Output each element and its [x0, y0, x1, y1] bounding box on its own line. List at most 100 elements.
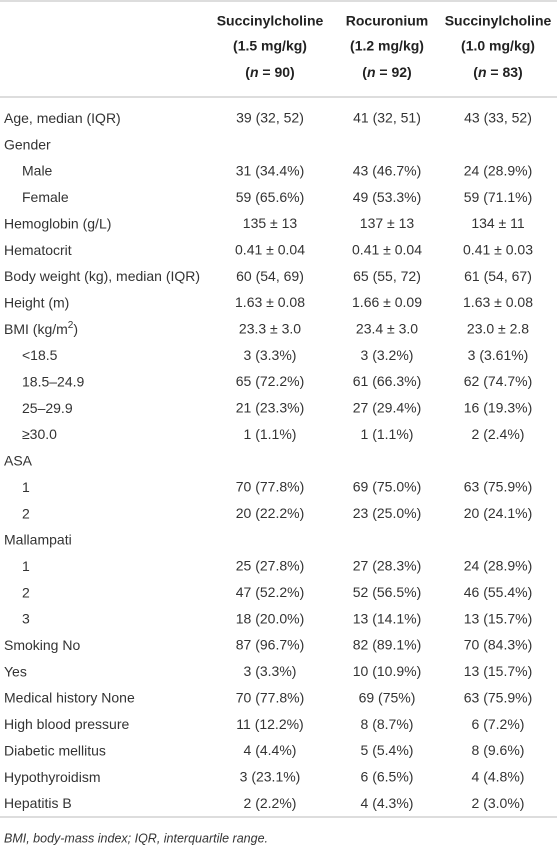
cell: 134 ± 11 [471, 215, 525, 231]
cell: 3 (23.1%) [240, 768, 301, 784]
row-label: ≥30.0 [22, 426, 57, 442]
label-text: 2 [22, 584, 30, 600]
column-name: Succinylcholine [217, 13, 324, 29]
cell: 3 (3.3%) [244, 347, 297, 363]
cell: 59 (65.6%) [236, 189, 304, 205]
label-text: ≥30.0 [22, 426, 57, 442]
label-text: 18.5–24.9 [22, 373, 84, 389]
row-label: Mallampati [4, 531, 72, 547]
cell: 18 (20.0%) [236, 610, 304, 626]
cell: 27 (28.3%) [353, 558, 421, 574]
cell: 61 (66.3%) [353, 373, 421, 389]
cell: 82 (89.1%) [353, 637, 421, 653]
cell: 62 (74.7%) [464, 373, 532, 389]
row-label: Diabetic mellitus [4, 742, 106, 758]
row-label: 1 [22, 558, 30, 574]
label-text: 1 [22, 558, 30, 574]
label-text: Hypothyroidism [4, 768, 100, 784]
column-count: (n = 90) [245, 64, 294, 80]
cell: 0.41 ± 0.04 [352, 241, 422, 257]
column-count: (n = 92) [362, 64, 411, 80]
cell: 43 (46.7%) [353, 162, 421, 178]
cell: 4 (4.3%) [361, 795, 414, 811]
label-text: ASA [4, 452, 33, 468]
row-label: Hemoglobin (g/L) [4, 215, 111, 231]
cell: 69 (75%) [359, 689, 416, 705]
row-label: Hepatitis B [4, 795, 72, 811]
label-text: Medical history None [4, 689, 135, 705]
cell: 16 (19.3%) [464, 400, 532, 416]
cell: 4 (4.8%) [472, 768, 525, 784]
label-text: <18.5 [22, 347, 58, 363]
column-name: Rocuronium [346, 13, 428, 29]
row-label: Yes [4, 663, 27, 679]
cell: 0.41 ± 0.03 [463, 241, 533, 257]
row-label: 2 [22, 584, 30, 600]
label-text: 25–29.9 [22, 400, 73, 416]
cell: 6 (6.5%) [361, 768, 414, 784]
cell: 23.4 ± 3.0 [356, 321, 418, 337]
label-text: Height (m) [4, 294, 69, 310]
cell: 2 (2.4%) [472, 426, 525, 442]
cell: 1 (1.1%) [361, 426, 414, 442]
cell: 70 (84.3%) [464, 637, 532, 653]
label-text: 3 [22, 610, 30, 626]
row-label: High blood pressure [4, 716, 130, 732]
count-part: n [250, 64, 259, 80]
label-text: Smoking No [4, 637, 80, 653]
label-text: Yes [4, 663, 27, 679]
row-label: Body weight (kg), median (IQR) [4, 268, 200, 284]
cell: 69 (75.0%) [353, 479, 421, 495]
cell: 46 (55.4%) [464, 584, 532, 600]
row-label: Medical history None [4, 689, 135, 705]
cell: 39 (32, 52) [236, 110, 304, 126]
label-text: Hepatitis B [4, 795, 72, 811]
cell: 63 (75.9%) [464, 479, 532, 495]
cell: 24 (28.9%) [464, 162, 532, 178]
cell: 13 (15.7%) [464, 610, 532, 626]
column-count: (n = 83) [473, 64, 522, 80]
cell: 20 (24.1%) [464, 505, 532, 521]
cell: 61 (54, 67) [464, 268, 532, 284]
cell: 43 (33, 52) [464, 110, 532, 126]
cell: 3 (3.3%) [244, 663, 297, 679]
column-name: Succinylcholine [445, 13, 552, 29]
cell: 87 (96.7%) [236, 637, 304, 653]
row-label: 1 [22, 479, 30, 495]
cell: 63 (75.9%) [464, 689, 532, 705]
count-part: ( [473, 64, 478, 80]
count-part: n [367, 64, 376, 80]
cell: 70 (77.8%) [236, 479, 304, 495]
cell: 6 (7.2%) [472, 716, 525, 732]
cell: 21 (23.3%) [236, 400, 304, 416]
cell: 0.41 ± 0.04 [235, 241, 305, 257]
row-label: Gender [4, 136, 51, 152]
label-text: ) [73, 321, 78, 337]
row-label: 18.5–24.9 [22, 373, 84, 389]
cell: 1.63 ± 0.08 [235, 294, 305, 310]
row-label: Male [22, 162, 53, 178]
row-label: Female [22, 189, 69, 205]
row-label: ASA [4, 452, 33, 468]
row-label: <18.5 [22, 347, 58, 363]
label-text: Mallampati [4, 531, 72, 547]
cell: 60 (54, 69) [236, 268, 304, 284]
label-text: BMI (kg/m [4, 321, 68, 337]
cell: 3 (3.2%) [361, 347, 414, 363]
cell: 13 (14.1%) [353, 610, 421, 626]
label-text: Female [22, 189, 69, 205]
cell: 27 (29.4%) [353, 400, 421, 416]
row-label: 25–29.9 [22, 400, 73, 416]
cell: 2 (3.0%) [472, 795, 525, 811]
cell: 65 (72.2%) [236, 373, 304, 389]
cell: 8 (8.7%) [361, 716, 414, 732]
cell: 49 (53.3%) [353, 189, 421, 205]
cell: 10 (10.9%) [353, 663, 421, 679]
row-label: Hematocrit [4, 241, 72, 257]
cell: 23 (25.0%) [353, 505, 421, 521]
label-text: 1 [22, 479, 30, 495]
cell: 41 (32, 51) [353, 110, 421, 126]
cell: 4 (4.4%) [244, 742, 297, 758]
cell: 59 (71.1%) [464, 189, 532, 205]
